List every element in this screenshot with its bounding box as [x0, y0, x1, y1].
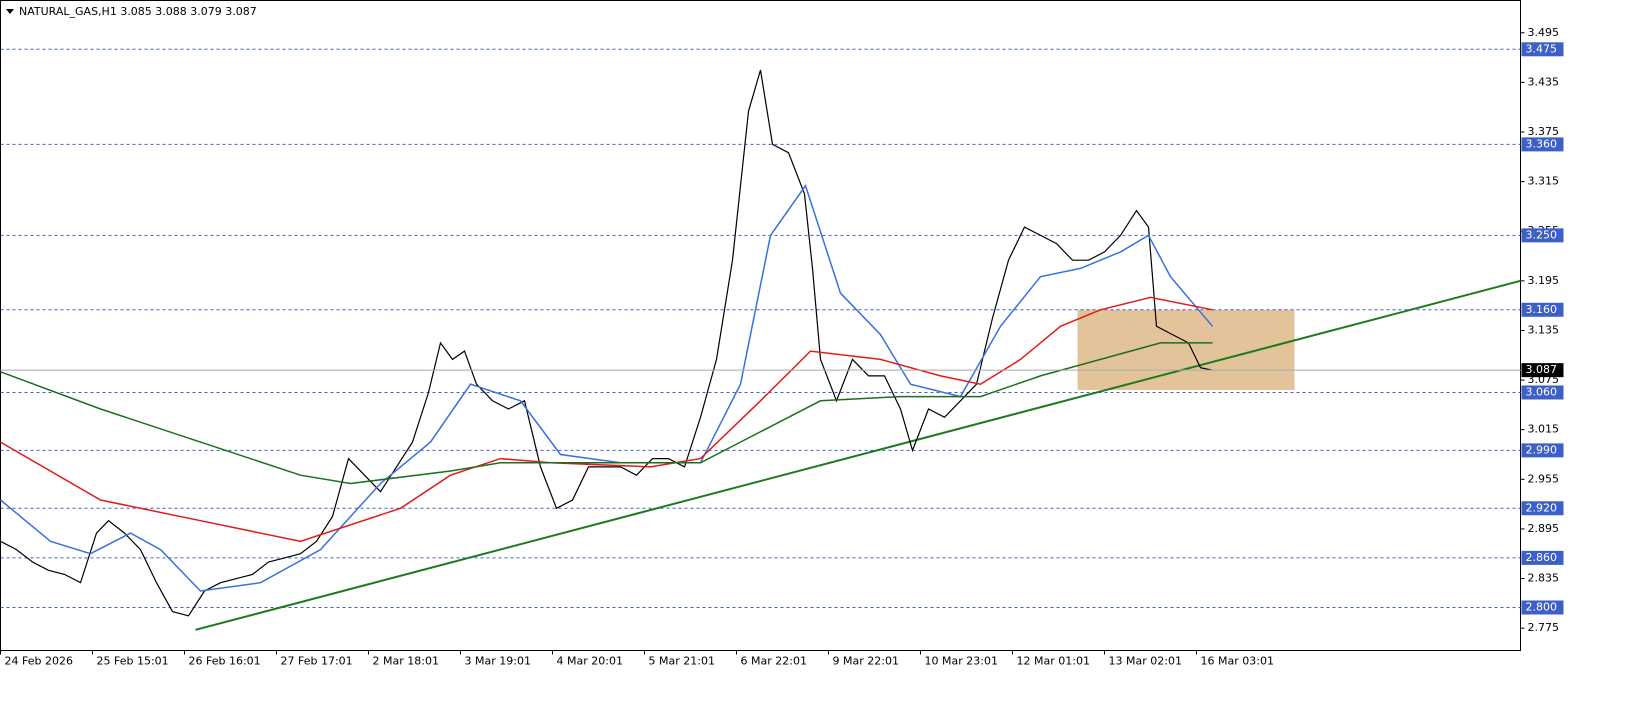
current-price-label: 3.087	[1526, 363, 1558, 376]
level-label: 3.250	[1526, 228, 1558, 241]
x-tick-label: 4 Mar 20:01	[557, 655, 623, 668]
y-tick-label: 3.435	[1528, 75, 1560, 88]
x-tick-label: 25 Feb 15:01	[97, 655, 169, 668]
y-tick-label: 3.375	[1528, 125, 1560, 138]
moving-average	[0, 296, 1213, 543]
y-tick-label: 3.495	[1528, 26, 1560, 39]
x-tick-label: 26 Feb 16:01	[189, 655, 261, 668]
level-label-bg	[1521, 385, 1564, 400]
level-label-bg	[1521, 137, 1564, 152]
trendline	[195, 279, 1521, 631]
level-label-bg	[1521, 501, 1564, 516]
y-tick-label: 3.315	[1528, 175, 1560, 188]
y-tick-label: 3.135	[1528, 323, 1560, 336]
level-label: 2.920	[1526, 501, 1558, 514]
y-tick-label: 2.895	[1528, 522, 1560, 535]
x-tick-label: 6 Mar 22:01	[741, 655, 807, 668]
level-label: 2.860	[1526, 551, 1558, 564]
y-tick-label: 2.775	[1528, 621, 1560, 634]
x-tick-label: 13 Mar 02:01	[1109, 655, 1182, 668]
level-label: 3.160	[1526, 303, 1558, 316]
level-label: 2.990	[1526, 443, 1558, 456]
y-tick-label: 3.015	[1528, 423, 1560, 436]
level-label-bg	[1521, 443, 1564, 458]
level-label-bg	[1521, 228, 1564, 243]
chart-title: NATURAL_GAS,H1 3.085 3.088 3.079 3.087	[19, 5, 257, 18]
level-label-bg	[1521, 600, 1564, 615]
y-tick-label: 3.195	[1528, 274, 1560, 287]
y-tick-label: 2.955	[1528, 472, 1560, 485]
level-label: 2.800	[1526, 600, 1558, 613]
x-tick-label: 12 Mar 01:01	[1017, 655, 1090, 668]
level-label-bg	[1521, 302, 1564, 317]
x-tick-label: 3 Mar 19:01	[465, 655, 531, 668]
x-tick-label: 2 Mar 18:01	[373, 655, 439, 668]
x-tick-label: 5 Mar 21:01	[649, 655, 715, 668]
x-tick-label: 10 Mar 23:01	[925, 655, 998, 668]
y-tick-label: 2.835	[1528, 572, 1560, 585]
menu-arrow[interactable]	[6, 9, 14, 14]
x-tick-label: 16 Mar 03:01	[1201, 655, 1274, 668]
level-label-bg	[1521, 550, 1564, 565]
current-price-bg	[1521, 363, 1564, 378]
x-tick-label: 9 Mar 22:01	[833, 655, 899, 668]
x-tick-label: 27 Feb 17:01	[281, 655, 353, 668]
level-label: 3.360	[1526, 137, 1558, 150]
level-label-bg	[1521, 42, 1564, 57]
x-tick-label: 24 Feb 2026	[5, 655, 73, 668]
level-label: 3.475	[1526, 42, 1558, 55]
price-line	[0, 69, 1213, 617]
level-label: 3.060	[1526, 385, 1558, 398]
